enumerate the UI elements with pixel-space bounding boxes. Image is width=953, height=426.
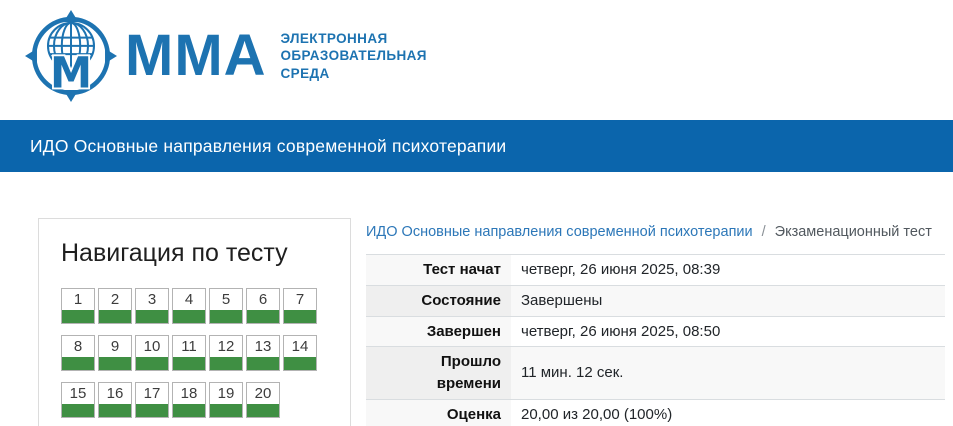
site-header: М ММА ЭЛЕКТРОННАЯ ОБРАЗОВАТЕЛЬНАЯ СРЕДА [0,0,953,120]
question-nav-button[interactable]: 3 [135,288,169,324]
summary-row-label: Завершен [366,316,511,347]
summary-row-value: 11 мин. 12 сек. [511,346,945,400]
summary-row: Прошло времени 11 мин. 12 сек. [366,346,945,400]
question-correct-indicator [136,310,168,323]
question-number: 2 [110,291,120,308]
question-correct-indicator [173,310,205,323]
question-correct-indicator [62,310,94,323]
question-number: 4 [184,291,194,308]
summary-row-value: 20,00 из 20,00 (100%) [511,399,945,426]
attempt-summary-body: Тест начат четверг, 26 июня 2025, 08:39 Со… [366,254,945,426]
question-number: 20 [254,385,272,402]
logo-subtitle-line: ОБРАЗОВАТЕЛЬНАЯ [280,48,427,64]
question-grid: 1 2 3 4 5 6 7 8 9 10 11 12 13 14 15 16 17 18 19 20 [61,288,321,418]
question-nav-button[interactable]: 6 [246,288,280,324]
question-nav-button[interactable]: 2 [98,288,132,324]
question-correct-indicator [173,357,205,370]
question-nav-button[interactable]: 11 [172,335,206,371]
question-correct-indicator [99,404,131,417]
course-banner: ИДО Основные направления современной пси… [0,120,953,172]
logo-acronym: ММА [125,23,267,88]
main-column: ИДО Основные направления современной пси… [366,218,945,426]
question-number: 10 [143,338,161,355]
question-nav-button[interactable]: 20 [246,382,280,418]
summary-row: Завершен четверг, 26 июня 2025, 08:50 [366,316,945,347]
question-number: 13 [254,338,272,355]
question-nav-button[interactable]: 5 [209,288,243,324]
question-nav-button[interactable]: 19 [209,382,243,418]
question-nav-button[interactable]: 13 [246,335,280,371]
question-number: 8 [73,338,83,355]
question-correct-indicator [136,404,168,417]
question-number: 12 [217,338,235,355]
question-correct-indicator [99,357,131,370]
question-correct-indicator [210,357,242,370]
question-number: 7 [295,291,305,308]
summary-row-label: Оценка [366,399,511,426]
question-nav-button[interactable]: 16 [98,382,132,418]
breadcrumb: ИДО Основные направления современной пси… [366,224,945,240]
question-number: 17 [143,385,161,402]
question-number: 5 [221,291,231,308]
mma-globe-logo-icon: М [25,10,117,102]
question-nav-button[interactable]: 8 [61,335,95,371]
svg-text:М: М [50,48,92,97]
question-nav-button[interactable]: 15 [61,382,95,418]
quiz-navigation-panel: Навигация по тесту 1 2 3 4 5 6 7 8 9 10 11 12 13 14 15… [38,218,351,426]
summary-row-value: четверг, 26 июня 2025, 08:39 [511,254,945,286]
question-correct-indicator [173,404,205,417]
question-correct-indicator [247,310,279,323]
question-nav-button[interactable]: 14 [283,335,317,371]
logo-subtitle: ЭЛЕКТРОННАЯ ОБРАЗОВАТЕЛЬНАЯ СРЕДА [281,30,427,83]
question-nav-button[interactable]: 4 [172,288,206,324]
breadcrumb-separator: / [761,224,766,240]
question-nav-button[interactable]: 10 [135,335,169,371]
summary-row: Тест начат четверг, 26 июня 2025, 08:39 [366,254,945,286]
question-correct-indicator [62,404,94,417]
question-number: 1 [73,291,83,308]
page-content: Навигация по тесту 1 2 3 4 5 6 7 8 9 10 11 12 13 14 15… [0,172,953,426]
question-correct-indicator [210,404,242,417]
question-number: 11 [181,338,197,355]
question-number: 16 [106,385,124,402]
question-correct-indicator [284,357,316,370]
quiz-navigation-heading: Навигация по тесту [61,239,288,267]
question-number: 6 [258,291,268,308]
question-nav-button[interactable]: 12 [209,335,243,371]
question-number: 3 [147,291,157,308]
question-correct-indicator [99,310,131,323]
question-number: 15 [69,385,87,402]
summary-row-value: четверг, 26 июня 2025, 08:50 [511,316,945,347]
summary-row-value: Завершены [511,285,945,316]
breadcrumb-current-page: Экзаменационный тест [774,224,932,240]
question-nav-button[interactable]: 9 [98,335,132,371]
question-correct-indicator [247,404,279,417]
summary-row-label: Тест начат [366,254,511,286]
question-correct-indicator [210,310,242,323]
summary-row-label: Прошло времени [366,346,511,400]
question-nav-button[interactable]: 17 [135,382,169,418]
question-number: 19 [217,385,235,402]
question-nav-button[interactable]: 7 [283,288,317,324]
question-number: 18 [180,385,198,402]
course-banner-title: ИДО Основные направления современной пси… [30,135,507,156]
attempt-summary-table: Тест начат четверг, 26 июня 2025, 08:39 Со… [366,254,945,426]
summary-row: Состояние Завершены [366,285,945,316]
question-number: 14 [291,338,309,355]
question-correct-indicator [62,357,94,370]
question-correct-indicator [136,357,168,370]
logo-subtitle-line: ЭЛЕКТРОННАЯ [280,30,388,46]
summary-row: Оценка 20,00 из 20,00 (100%) [366,399,945,426]
question-nav-button[interactable]: 18 [172,382,206,418]
question-number: 9 [110,338,120,355]
breadcrumb-course-link[interactable]: ИДО Основные направления современной пси… [366,224,753,240]
logo-subtitle-line: СРЕДА [280,65,330,81]
site-logo[interactable]: М ММА ЭЛЕКТРОННАЯ ОБРАЗОВАТЕЛЬНАЯ СРЕДА [25,10,427,102]
summary-row-label: Состояние [366,285,511,316]
question-correct-indicator [247,357,279,370]
question-nav-button[interactable]: 1 [61,288,95,324]
question-correct-indicator [284,310,316,323]
